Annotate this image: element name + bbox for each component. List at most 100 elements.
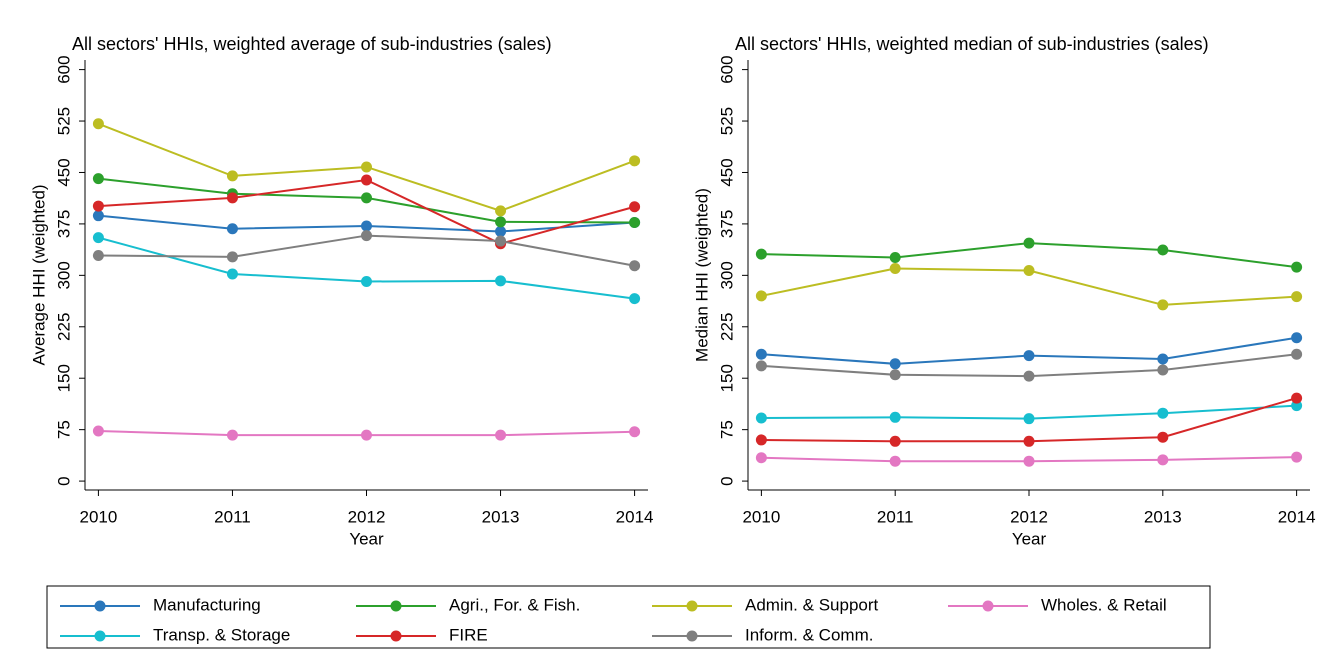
point: [226, 268, 238, 280]
y-axis-title: Median HHI (weighted): [692, 188, 711, 362]
point: [1291, 400, 1303, 412]
point: [361, 220, 372, 232]
point: [1157, 353, 1169, 365]
legend-label: Agri., For. & Fish.: [449, 595, 580, 614]
point: [629, 217, 641, 229]
point: [226, 429, 238, 441]
x-tick-label: 2013: [1144, 507, 1182, 526]
point: [1291, 332, 1303, 344]
point: [1023, 265, 1035, 277]
y-tick-label: 0: [54, 476, 73, 485]
point: [92, 200, 104, 212]
y-tick-label: 450: [54, 158, 73, 186]
y-tick-label: 375: [717, 210, 736, 238]
point: [1023, 237, 1035, 249]
y-axis-title: Average HHI (weighted): [29, 184, 48, 365]
y-tick-label: 525: [54, 107, 73, 135]
point: [92, 249, 104, 261]
legend-box: [46, 585, 1211, 649]
x-tick-label: 2011: [877, 507, 914, 526]
point: [361, 161, 372, 173]
point: [889, 252, 901, 264]
y-tick-label: 300: [717, 261, 736, 289]
y-tick-label: 150: [54, 364, 73, 392]
point: [1157, 364, 1169, 376]
point: [92, 118, 104, 130]
legend-label: Manufacturing: [153, 595, 261, 614]
y-tick-label: 600: [717, 55, 736, 83]
point: [755, 452, 767, 464]
point: [889, 435, 901, 447]
x-tick-label: 2012: [348, 507, 386, 526]
point: [1291, 392, 1303, 404]
legend-label: Wholes. & Retail: [1041, 595, 1167, 614]
point: [889, 262, 901, 274]
x-tick-label: 2011: [214, 507, 251, 526]
point: [889, 411, 901, 423]
point: [1157, 299, 1169, 311]
point: [495, 429, 507, 441]
x-tick-label: 2010: [742, 507, 780, 526]
point: [495, 235, 507, 247]
point: [1291, 451, 1303, 463]
point: [495, 216, 507, 228]
point: [755, 360, 767, 372]
point: [755, 290, 767, 302]
point: [629, 201, 641, 213]
y-tick-label: 450: [717, 158, 736, 186]
point: [361, 276, 372, 288]
legend-marker: [686, 630, 698, 642]
point: [495, 275, 507, 287]
legend-marker: [390, 600, 402, 612]
point: [226, 170, 238, 182]
point: [629, 426, 641, 438]
point: [629, 260, 641, 272]
y-tick-label: 75: [717, 420, 736, 439]
chart-title: All sectors' HHIs, weighted average of s…: [72, 34, 552, 54]
point: [226, 223, 238, 235]
point: [92, 232, 104, 244]
y-tick-label: 0: [717, 476, 736, 485]
x-tick-label: 2010: [79, 507, 117, 526]
legend-label: Transp. & Storage: [153, 625, 290, 644]
y-tick-label: 600: [54, 55, 73, 83]
point: [361, 230, 372, 242]
x-tick-label: 2014: [616, 507, 654, 526]
legend-marker: [982, 600, 994, 612]
chart-title: All sectors' HHIs, weighted median of su…: [735, 34, 1209, 54]
legend-marker: [94, 600, 106, 612]
point: [755, 248, 767, 260]
y-tick-label: 300: [54, 261, 73, 289]
point: [1291, 291, 1303, 303]
point: [889, 369, 901, 381]
point: [92, 173, 104, 185]
point: [1291, 261, 1303, 273]
x-axis-title: Year: [349, 529, 384, 548]
y-tick-label: 150: [717, 364, 736, 392]
x-tick-label: 2013: [482, 507, 520, 526]
point: [495, 205, 507, 217]
x-tick-label: 2012: [1010, 507, 1048, 526]
point: [1157, 244, 1169, 256]
legend-marker: [94, 630, 106, 642]
point: [1023, 350, 1035, 362]
point: [629, 155, 641, 167]
point: [92, 210, 104, 222]
point: [226, 192, 238, 204]
point: [889, 455, 901, 467]
legend-label: Admin. & Support: [745, 595, 879, 614]
point: [1023, 413, 1035, 425]
y-tick-label: 225: [717, 313, 736, 341]
x-axis-title: Year: [1012, 529, 1047, 548]
legend-marker: [390, 630, 402, 642]
series-line: [98, 236, 635, 300]
y-tick-label: 375: [54, 210, 73, 238]
point: [1023, 370, 1035, 382]
point: [755, 434, 767, 446]
point: [1023, 455, 1035, 467]
legend-label: Inform. & Comm.: [745, 625, 873, 644]
point: [1023, 435, 1035, 447]
point: [1157, 431, 1169, 443]
y-tick-label: 525: [717, 107, 736, 135]
y-tick-label: 225: [54, 313, 73, 341]
